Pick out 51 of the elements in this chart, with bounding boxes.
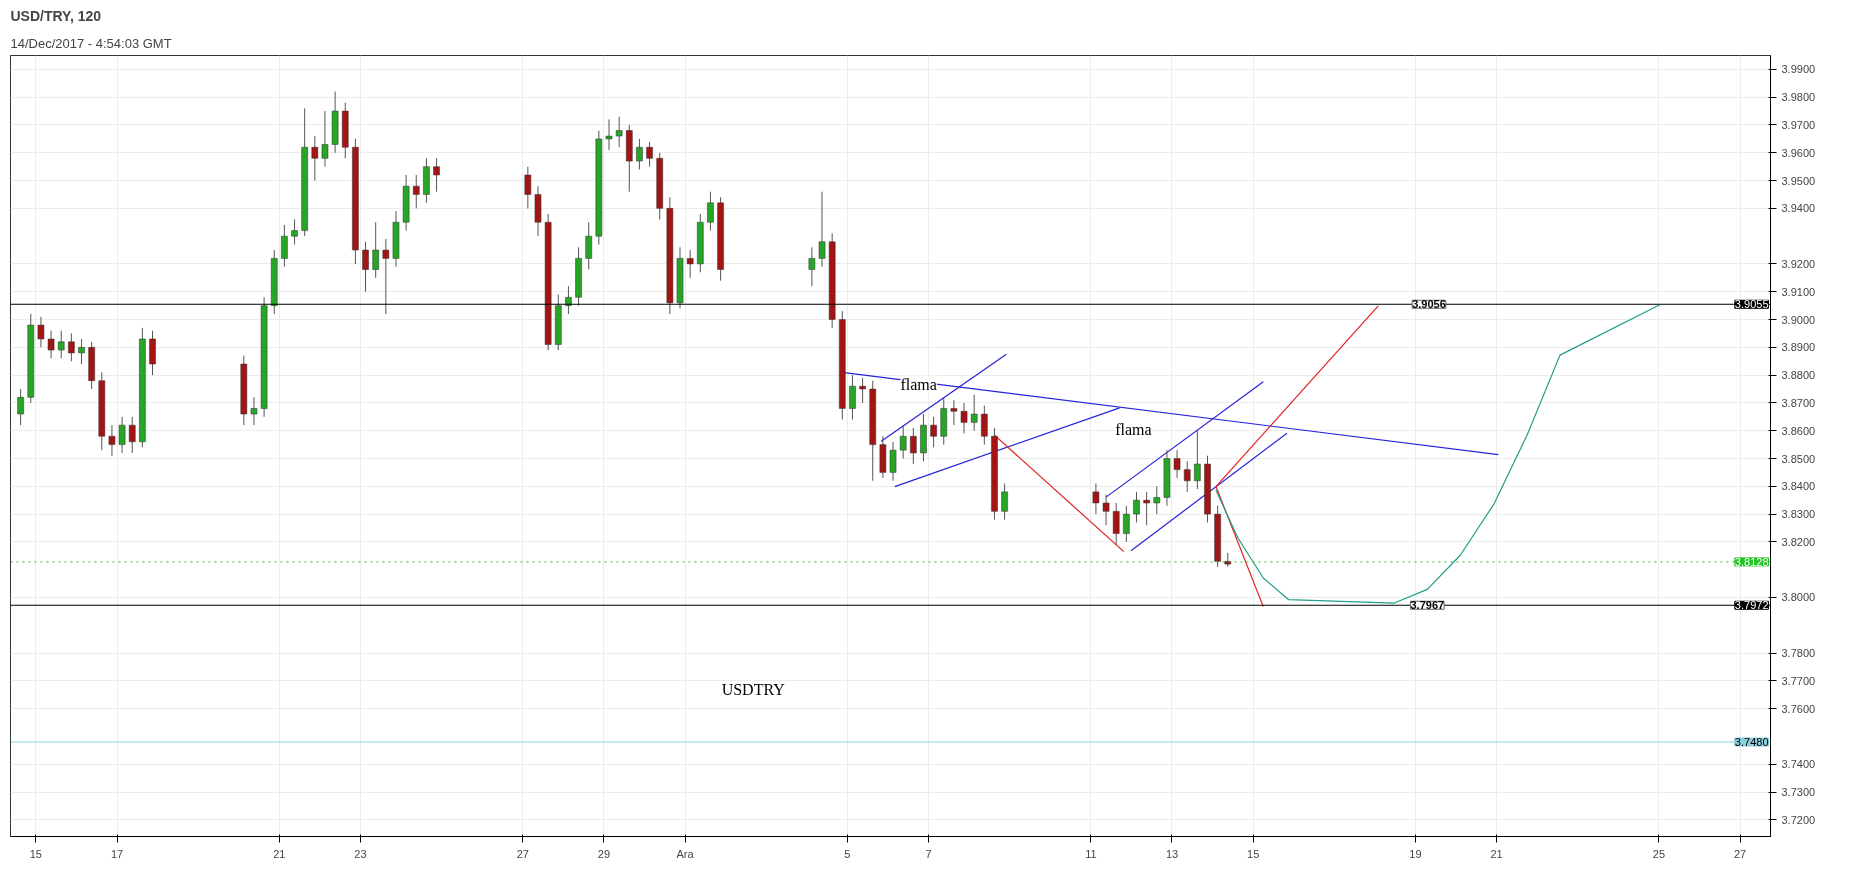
x-tick-label: 15 — [1247, 847, 1260, 860]
y-tick-label: 3.8400 — [1781, 480, 1816, 493]
x-tick-label: 19 — [1409, 847, 1422, 860]
x-tick-label: 27 — [1733, 847, 1747, 860]
y-tick-label: 3.8500 — [1781, 452, 1816, 465]
y-tick-label: 3.7800 — [1781, 647, 1816, 660]
x-tick-label: 27 — [516, 847, 529, 860]
y-tick-label: 3.7700 — [1781, 674, 1816, 687]
y-tick-label: 3.8200 — [1781, 535, 1816, 548]
chart-title: USD/TRY, 120 — [10, 7, 102, 24]
y-tick-label: 3.8000 — [1781, 591, 1816, 604]
ref-line-label: 3.9055 — [1734, 298, 1769, 311]
x-tick-label: 5 — [844, 847, 851, 860]
y-tick-label: 3.9400 — [1781, 202, 1816, 215]
x-tick-label: 17 — [110, 847, 124, 860]
x-tick-label: 13 — [1165, 847, 1179, 860]
y-tick-label: 3.8800 — [1781, 369, 1816, 382]
annotation: 3.9056 — [1412, 298, 1446, 311]
x-tick-label: 23 — [354, 847, 367, 860]
text: 14/Dec/2017 - 4:54:03 GMT — [10, 35, 172, 51]
y-tick-label: 3.9000 — [1781, 313, 1816, 326]
y-tick-label: 3.8600 — [1781, 424, 1816, 437]
x-tick-label: 29 — [597, 847, 611, 860]
annotation: USDTRY — [721, 681, 786, 699]
ref-line-label: 3.7972 — [1734, 599, 1769, 612]
y-tick-label: 3.7400 — [1781, 758, 1816, 771]
annotation: flama — [1115, 421, 1152, 439]
y-tick-label: 3.9100 — [1781, 285, 1816, 298]
y-tick-label: 3.8300 — [1781, 508, 1816, 521]
ref-line-label: 3.8128 — [1734, 555, 1769, 568]
annotation: 3.7967 — [1410, 599, 1445, 612]
y-tick-label: 3.7200 — [1781, 813, 1816, 826]
y-tick-label: 3.8900 — [1781, 341, 1816, 354]
y-tick-label: 3.7300 — [1781, 786, 1816, 799]
y-tick-label: 3.9200 — [1781, 257, 1816, 270]
x-tick-label: 21 — [1490, 847, 1503, 860]
y-tick-label: 3.7600 — [1781, 702, 1816, 715]
x-tick-label: 15 — [29, 847, 42, 860]
x-tick-label: Ara — [676, 847, 695, 860]
x-tick-label: 21 — [273, 847, 286, 860]
y-tick-label: 3.9600 — [1781, 146, 1816, 159]
y-tick-label: 3.9900 — [1781, 63, 1816, 76]
x-tick-label: 7 — [925, 847, 932, 860]
x-tick-label: 25 — [1652, 847, 1666, 860]
y-tick-label: 3.9700 — [1781, 118, 1816, 131]
y-tick-label: 3.8700 — [1781, 396, 1816, 409]
x-tick-label: 11 — [1085, 847, 1097, 860]
y-tick-label: 3.9500 — [1781, 174, 1816, 187]
y-tick-label: 3.9800 — [1781, 91, 1816, 104]
ref-line-label: 3.7480 — [1734, 736, 1769, 748]
annotation: flama — [900, 375, 937, 393]
